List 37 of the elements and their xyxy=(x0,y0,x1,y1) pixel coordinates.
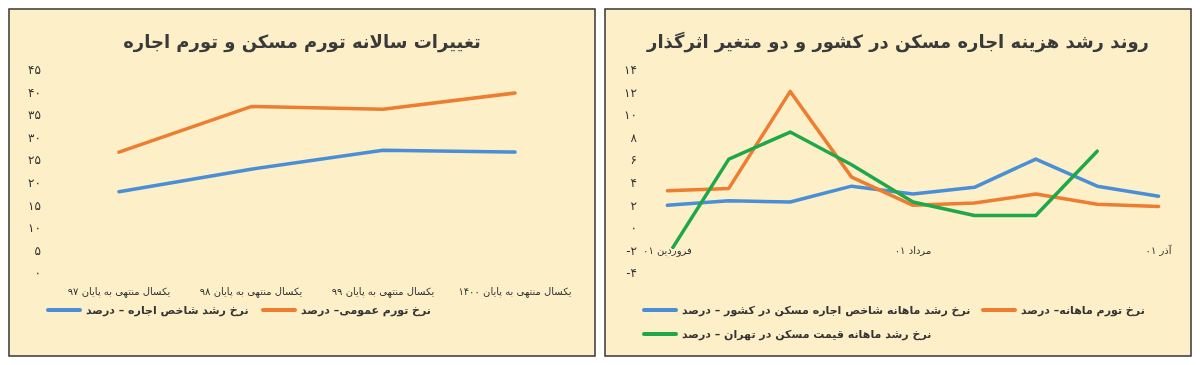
y-tick-label: ۲۰ xyxy=(28,175,41,190)
y-tick-label: ۰ xyxy=(34,266,41,281)
y-tick-label: ۶ xyxy=(630,153,637,168)
legend-label: نرخ تورم ماهانه– درصد xyxy=(1021,303,1145,317)
y-tick-label: ۲۵ xyxy=(28,153,41,168)
y-tick-label: ۱۵ xyxy=(28,198,41,213)
x-tick-label: یکسال منتهی به پایان ۱۴۰۰ xyxy=(458,286,572,298)
y-tick-label: ۲ xyxy=(630,198,637,213)
y-tick-label: ۴ xyxy=(630,175,637,190)
y-tick-label: ۱۴ xyxy=(624,63,637,78)
line-series xyxy=(665,157,1161,208)
legend-label: نرخ تورم عمومی– درصد xyxy=(301,303,431,317)
y-tick-label: ۳۵ xyxy=(28,108,41,123)
y-tick-label: ۸ xyxy=(630,130,638,145)
legend-label: نرخ رشد ماهانه شاخص اجاره مسکن در کشور – درصد xyxy=(682,303,971,317)
y-tick-label: ۱۰ xyxy=(624,108,637,123)
y-tick-label: ۳۰ xyxy=(28,130,41,145)
x-tick-label: یکسال منتهی به پایان ۹۹ xyxy=(331,286,435,298)
y-tick-label: ۴۰ xyxy=(28,85,41,100)
x-tick-label: یکسال منتهی به پایان ۹۷ xyxy=(67,286,171,298)
line-series xyxy=(117,91,517,154)
y-tick-label: ۱۲ xyxy=(624,85,637,100)
chart-title: روند رشد هزینه اجاره مسکن در کشور و دو متغیر اثرگذار xyxy=(646,31,1149,53)
y-tick-label: ۰ xyxy=(630,221,637,236)
x-tick-label: یکسال منتهی به پایان ۹۸ xyxy=(199,286,303,298)
line-series xyxy=(665,89,1161,209)
y-tick-label: -۲ xyxy=(626,243,637,258)
y-tick-label: ۵ xyxy=(34,243,41,258)
y-tick-label: ۱۰ xyxy=(28,221,41,236)
line-series xyxy=(117,148,517,194)
y-tick-label: -۴ xyxy=(626,266,637,281)
x-tick-label: مرداد ۰۱ xyxy=(894,244,932,256)
x-tick-label: آذر ۰۱ xyxy=(1145,243,1173,256)
chart-title: تغییرات سالانه تورم مسکن و تورم اجاره xyxy=(123,31,481,53)
legend-label: نرخ رشد ماهانه قیمت مسکن در تهران – درصد xyxy=(682,327,932,341)
y-tick-label: ۴۵ xyxy=(28,63,41,78)
legend-label: نرخ رشد شاخص اجاره – درصد xyxy=(86,303,249,317)
